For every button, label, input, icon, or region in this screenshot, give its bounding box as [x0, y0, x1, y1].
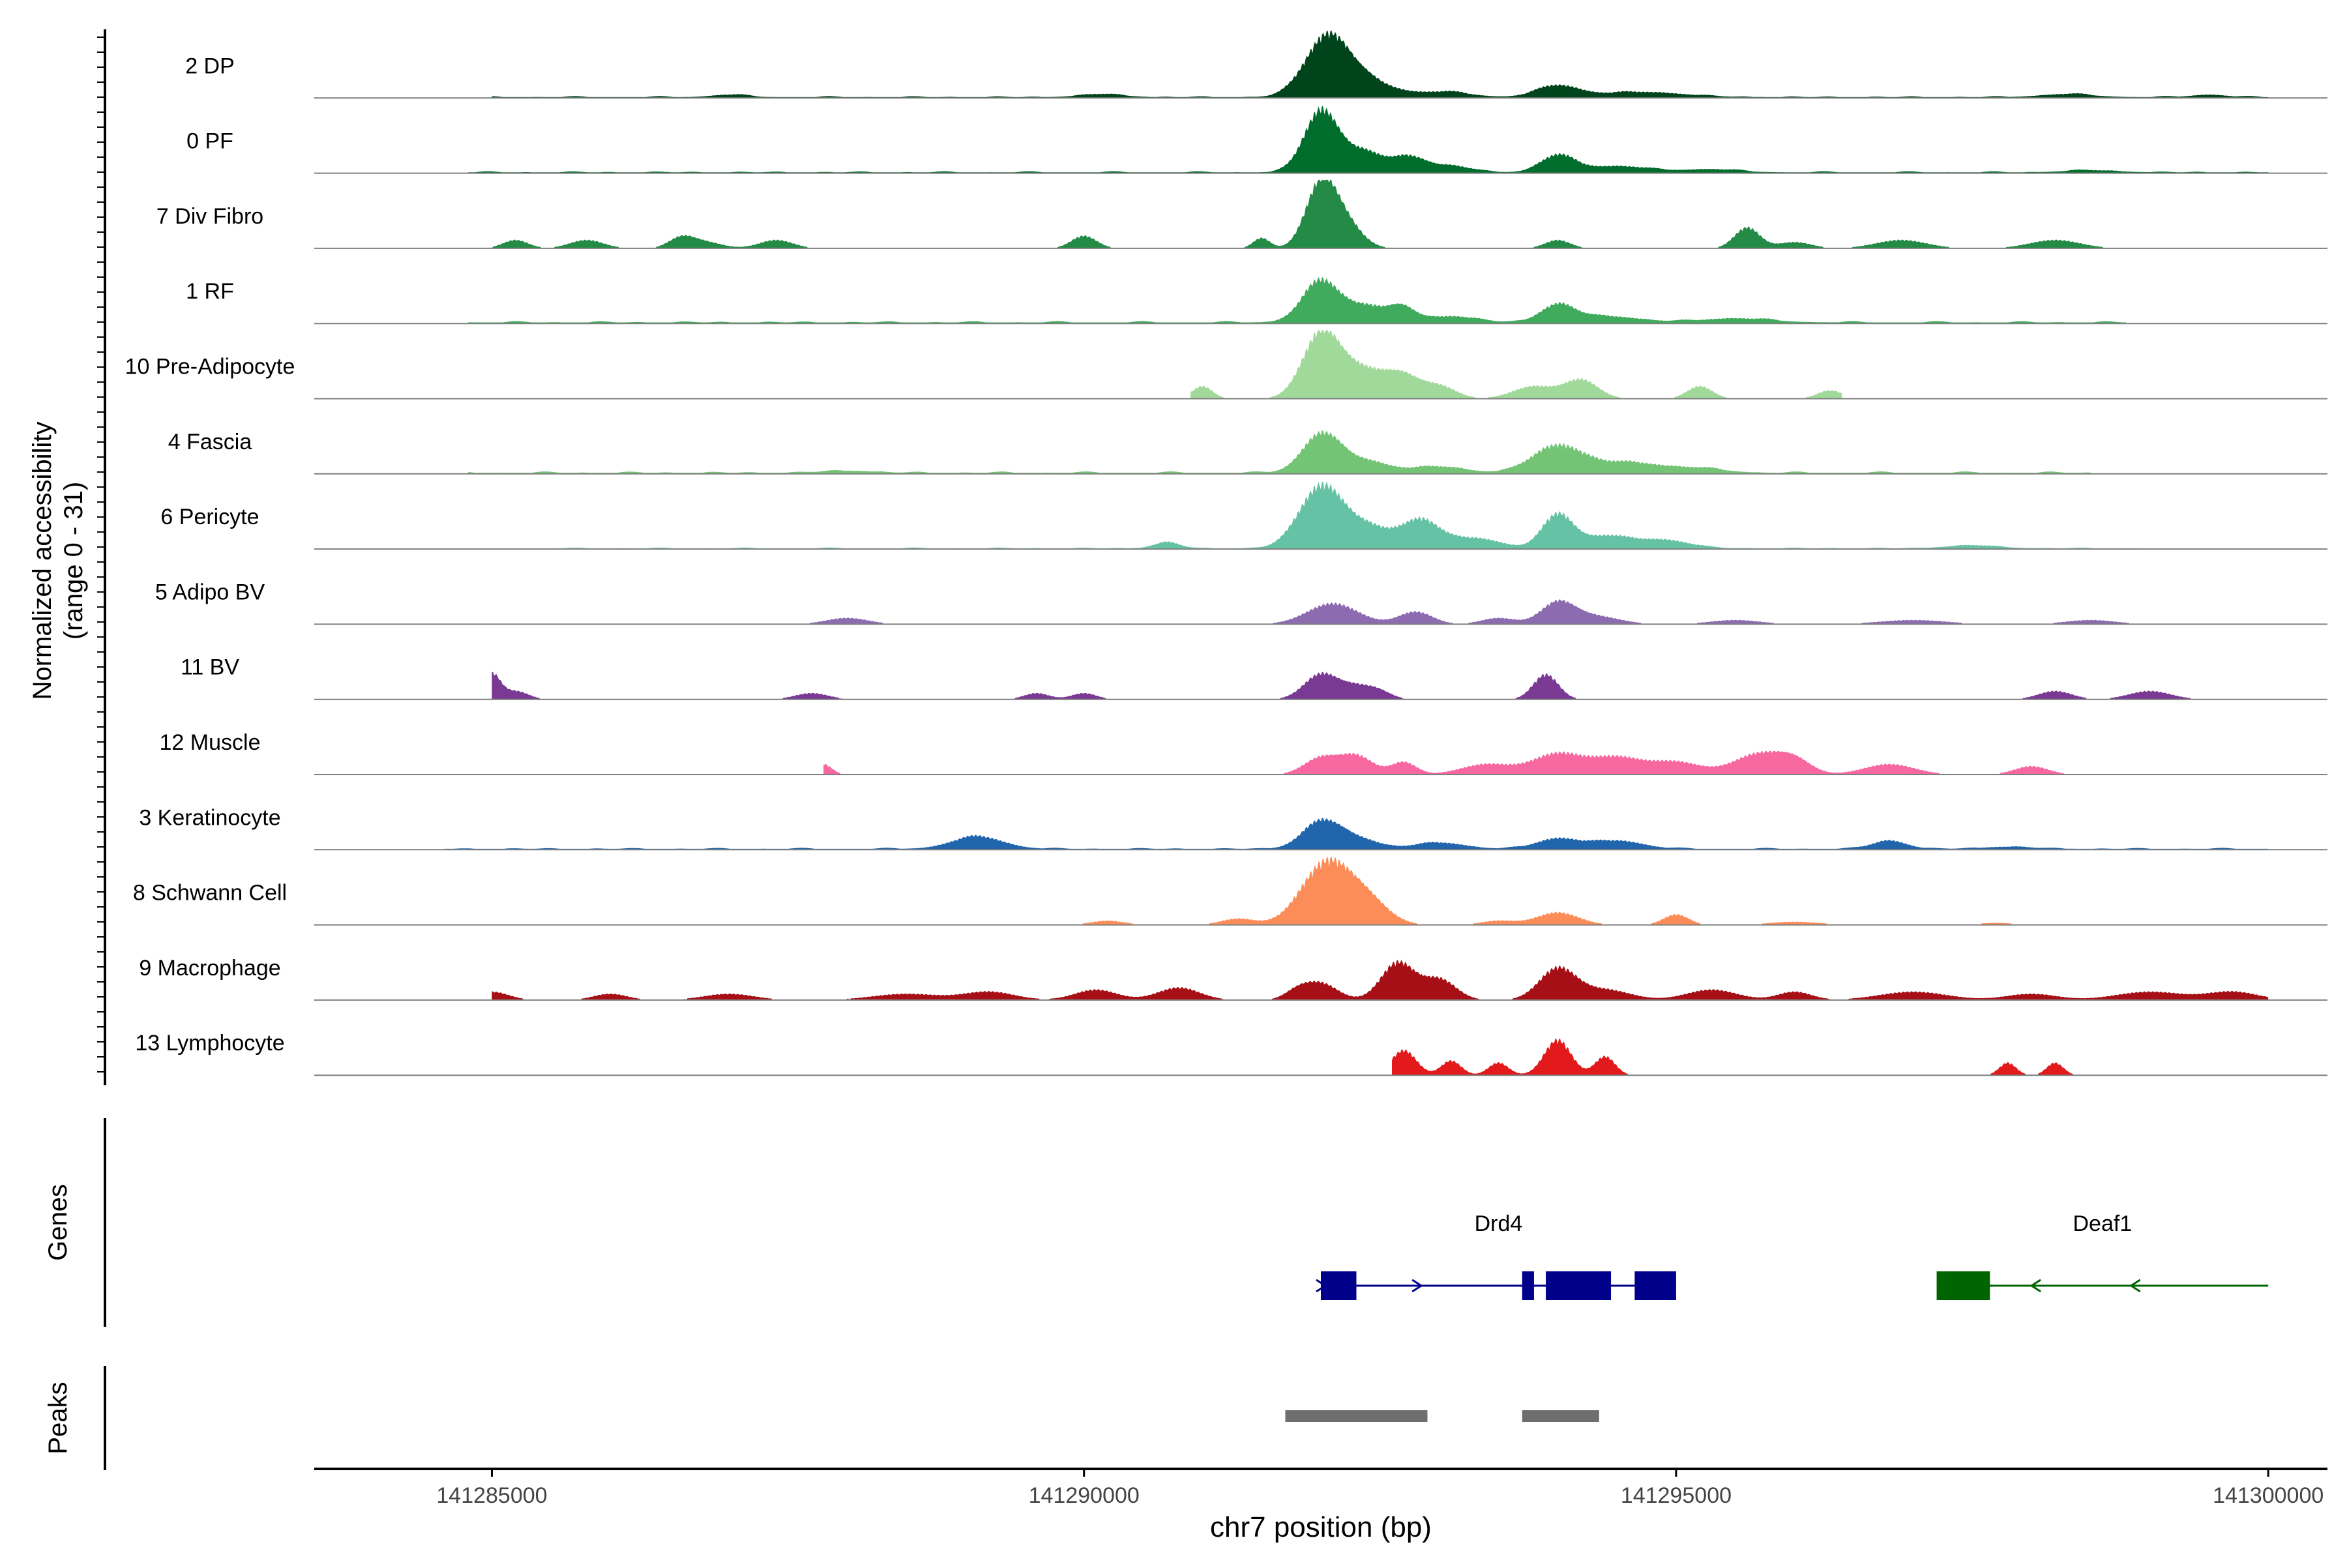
gene-strand-arrow	[2129, 1279, 2141, 1293]
track-8-schwann-cell: 8 Schwann Cell	[133, 856, 2327, 926]
track-7-div-fibro: 7 Div Fibro	[156, 179, 2327, 249]
track-2-dp: 2 DP	[185, 30, 2327, 99]
gene-deaf1: Deaf1	[1936, 1211, 2269, 1300]
track-signal-area	[468, 106, 2269, 173]
track-1-rf: 1 RF	[186, 276, 2327, 325]
gene-exon	[1546, 1271, 1612, 1300]
track-signal-area	[823, 750, 2091, 775]
track-label: 6 Pericyte	[160, 505, 259, 529]
track-signal-area	[1392, 1038, 2091, 1076]
gene-strand-arrow	[1316, 1279, 1327, 1293]
y-axis-label-line2: (range 0 - 31)	[59, 482, 88, 640]
y-axis-label-line1: Normalized accessibility	[28, 422, 57, 700]
track-signal-area	[492, 179, 2150, 248]
track-signal-area	[492, 672, 2209, 700]
track-label: 13 Lymphocyte	[135, 1031, 284, 1056]
track-9-macrophage: 9 Macrophage	[139, 956, 2327, 1001]
track-0-pf: 0 PF	[186, 106, 2327, 174]
track-12-muscle: 12 Muscle	[160, 730, 2327, 775]
track-signal-area	[492, 960, 2269, 1000]
track-label: 3 Keratinocyte	[139, 805, 280, 830]
x-axis: 141285000 141290000 141295000 141300000	[314, 1468, 2327, 1508]
peak-region	[1522, 1410, 1599, 1422]
gene-name-label: Drd4	[1475, 1211, 1523, 1236]
track-label: 10 Pre-Adipocyte	[125, 355, 295, 379]
track-signal-area	[492, 30, 2269, 98]
peaks-panel: Peaks	[44, 1366, 1599, 1470]
track-signal-area	[444, 818, 2269, 850]
track-4-fascia: 4 Fascia	[168, 430, 2327, 475]
x-tick-label: 141290000	[1029, 1483, 1140, 1508]
track-label: 0 PF	[186, 129, 233, 154]
gene-drd4: Drd4	[1316, 1211, 1676, 1300]
track-3-keratinocyte: 3 Keratinocyte	[139, 805, 2327, 851]
gene-exon	[1936, 1271, 1990, 1300]
x-tick-label: 141285000	[436, 1483, 547, 1508]
gene-strand-arrow	[1411, 1279, 1423, 1293]
track-label: 11 BV	[181, 655, 239, 680]
track-signal-area	[669, 599, 2150, 625]
track-label: 8 Schwann Cell	[133, 881, 287, 906]
track-label: 1 RF	[186, 279, 234, 304]
track-label: 4 Fascia	[168, 430, 252, 454]
x-axis-label: chr7 position (bp)	[1210, 1511, 1432, 1543]
track-signal-area	[468, 430, 2091, 474]
genes-panel: Genes Drd4 Deaf1	[44, 1118, 2269, 1327]
track-signal-area	[551, 481, 2150, 550]
track-signal-area	[1060, 856, 2031, 925]
peak-region	[1285, 1410, 1428, 1422]
track-13-lymphocyte: 13 Lymphocyte	[135, 1031, 2327, 1076]
genes-panel-label: Genes	[44, 1184, 72, 1261]
track-label: 9 Macrophage	[139, 956, 280, 981]
gene-strand-arrow	[2030, 1279, 2041, 1293]
track-10-pre-adipocyte: 10 Pre-Adipocyte	[125, 330, 2327, 400]
y-axis	[97, 29, 106, 1086]
track-5-adipo-bv: 5 Adipo BV	[155, 580, 2327, 625]
track-signal-area	[1190, 330, 1842, 399]
track-label: 2 DP	[185, 53, 235, 78]
tracks-layer: 2 DP 0 PF 7 Div Fibro 1 RF 10 Pre-Adipocyte 4…	[125, 30, 2327, 1076]
x-tick-label: 141295000	[1621, 1483, 1732, 1508]
peaks-panel-label: Peaks	[44, 1382, 72, 1454]
track-11-bv: 11 BV	[181, 655, 2327, 700]
track-6-pericyte: 6 Pericyte	[160, 481, 2327, 550]
track-signal-area	[468, 276, 2127, 324]
track-label: 5 Adipo BV	[155, 580, 265, 604]
track-label: 12 Muscle	[160, 730, 261, 755]
gene-exon	[1522, 1271, 1534, 1300]
track-label: 7 Div Fibro	[156, 204, 263, 229]
gene-exon	[1634, 1271, 1676, 1300]
gene-name-label: Deaf1	[2073, 1211, 2133, 1236]
x-tick-label: 141300000	[2213, 1483, 2324, 1508]
